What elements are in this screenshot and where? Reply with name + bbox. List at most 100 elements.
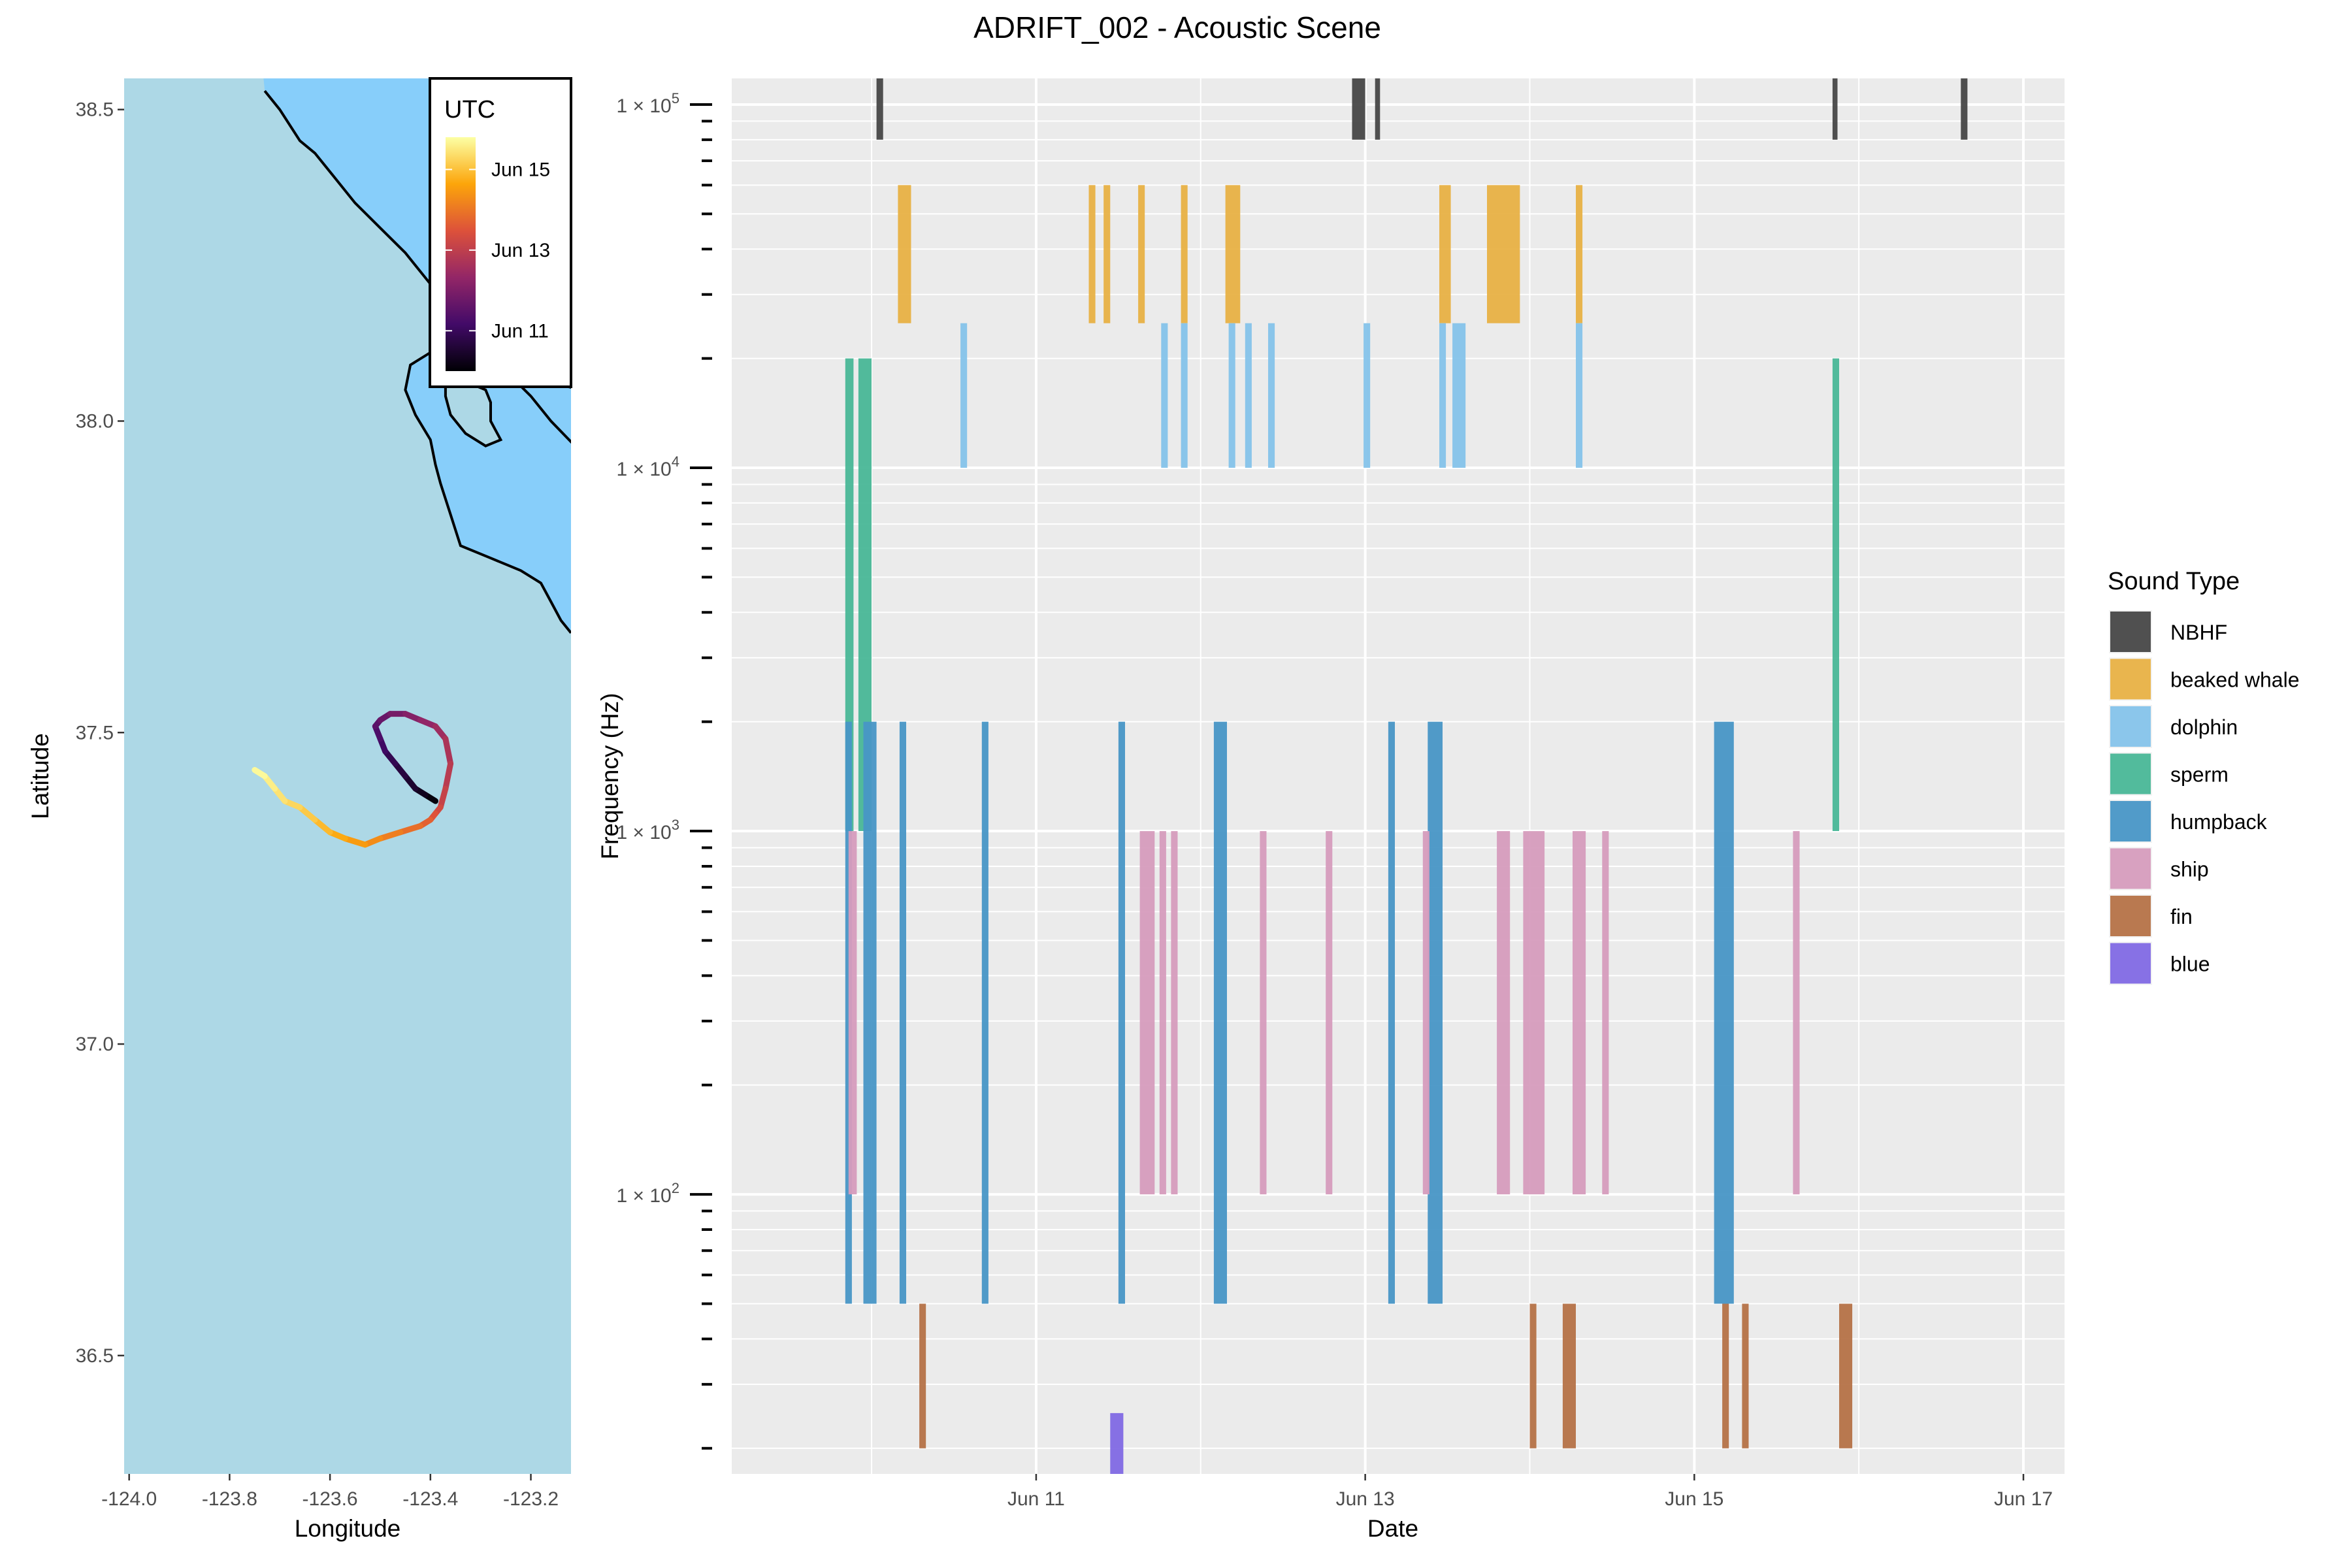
- x-tick-label: Jun 13: [1336, 1488, 1395, 1510]
- legend-item: blue: [2109, 941, 2210, 985]
- series-dolphin: [960, 323, 1583, 468]
- detection-bar: [1260, 831, 1267, 1195]
- colorbar-title: UTC: [444, 96, 495, 123]
- track-segment: [397, 823, 423, 836]
- detection-bar: [1422, 831, 1429, 1195]
- legend-label: ship: [2170, 858, 2209, 881]
- legend-item: dolphin: [2109, 705, 2238, 748]
- map-x-axis: -124.0 -123.8 -123.6 -123.4 -123.2: [101, 1474, 559, 1510]
- x-tick-label: Jun 11: [1007, 1488, 1065, 1510]
- y-axis-title: Frequency (Hz): [596, 693, 623, 860]
- detection-bar: [1839, 1303, 1853, 1448]
- detection-bar: [1225, 185, 1241, 323]
- detection-bar: [1487, 185, 1520, 323]
- plot-background: [732, 78, 2065, 1474]
- colorbar-ticks: Jun 11 Jun 13 Jun 15: [446, 159, 550, 342]
- detection-bar: [1118, 721, 1125, 1304]
- detection-bar: [1714, 721, 1734, 1304]
- map-y-tick-label: 38.5: [76, 99, 114, 121]
- detection-bar: [1428, 721, 1443, 1304]
- legend-label: humpback: [2170, 810, 2268, 834]
- map-x-tick-label: -123.2: [503, 1488, 559, 1510]
- legend-label: fin: [2170, 905, 2193, 928]
- coastline-mainland: [263, 90, 571, 444]
- x-tick-label: Jun 17: [1994, 1488, 2053, 1510]
- y-tick-base: 1 × 10: [617, 822, 672, 843]
- y-tick-base: 1 × 10: [617, 1185, 672, 1207]
- detection-bar: [1213, 721, 1227, 1304]
- detection-bar: [1364, 323, 1371, 468]
- track-segment: [342, 835, 368, 848]
- legend-label: NBHF: [2170, 621, 2227, 644]
- detection-bar: [1088, 185, 1096, 323]
- detection-bar: [1576, 323, 1583, 468]
- detection-bar: [981, 721, 988, 1304]
- sound-type-legend: Sound Type NBHF beaked whale dolphin sperm h…: [2108, 568, 2299, 985]
- detection-bar: [1326, 831, 1333, 1195]
- legend-swatch: [2110, 896, 2151, 936]
- y-tick-exponent: 2: [672, 1180, 679, 1196]
- y-tick-label: 1 × 103: [617, 817, 680, 843]
- detection-bar: [1138, 185, 1145, 323]
- y-tick-base: 1 × 10: [617, 95, 672, 117]
- detection-bar: [1832, 78, 1838, 140]
- x-tick-label: Jun 15: [1665, 1488, 1723, 1510]
- map-y-axis: 36.5 37.0 37.5 38.0 38.5: [76, 99, 124, 1367]
- track-segment: [377, 829, 404, 841]
- detection-bar: [1602, 831, 1609, 1195]
- detection-bar: [845, 358, 854, 831]
- legend-swatch: [2110, 612, 2151, 652]
- map-x-tick-label: -123.6: [302, 1488, 358, 1510]
- series-nbhf: [876, 78, 1968, 140]
- y-tick-exponent: 5: [672, 90, 679, 106]
- detection-bar: [1439, 185, 1451, 323]
- map-y-axis-title: Latitude: [27, 733, 54, 819]
- series-blue: [1110, 1413, 1124, 1474]
- detection-bar: [1832, 358, 1839, 831]
- legend-label: blue: [2170, 953, 2210, 976]
- detection-bar: [848, 831, 857, 1195]
- y-tick-base: 1 × 10: [617, 459, 672, 480]
- legend-item: beaked whale: [2109, 657, 2299, 701]
- detection-bar: [1439, 323, 1446, 468]
- legend-item: ship: [2109, 847, 2209, 890]
- detection-bar: [1159, 831, 1166, 1195]
- detection-bar: [1110, 1413, 1124, 1474]
- detection-bar: [960, 323, 968, 468]
- detection-bar: [1793, 831, 1800, 1195]
- detection-bar: [1529, 1303, 1537, 1448]
- map-x-tick-label: -124.0: [101, 1488, 157, 1510]
- lagoon-water: [445, 384, 501, 446]
- legend-item: sperm: [2109, 752, 2229, 796]
- colorbar-gradient: [446, 137, 476, 371]
- series-ship: [848, 831, 1800, 1195]
- peninsula-area: [405, 352, 571, 633]
- y-tick-exponent: 3: [672, 817, 679, 833]
- detection-bar: [919, 1303, 926, 1448]
- track-segment: [252, 767, 268, 779]
- detection-bar: [1742, 1303, 1749, 1448]
- detection-bar: [1352, 78, 1365, 140]
- legend-item: NBHF: [2109, 610, 2227, 653]
- legend-swatch: [2110, 659, 2151, 700]
- y-tick-exponent: 4: [672, 453, 679, 470]
- detection-bar: [1181, 185, 1188, 323]
- map-x-tick-label: -123.4: [402, 1488, 458, 1510]
- track-segment: [442, 736, 454, 767]
- drift-track: [252, 711, 454, 848]
- series-sperm: [845, 358, 1839, 831]
- detection-bar: [1573, 831, 1586, 1195]
- legend-label: sperm: [2170, 763, 2229, 787]
- legend-title: Sound Type: [2108, 568, 2240, 595]
- colorbar-tick-label: Jun 15: [491, 159, 550, 180]
- detection-bar: [1576, 185, 1583, 323]
- map-y-tick-label: 38.0: [76, 410, 114, 432]
- legend-swatch: [2110, 801, 2151, 841]
- map-panel: -124.0 -123.8 -123.6 -123.4 -123.2 36.537.03…: [27, 77, 572, 1542]
- detection-bar: [1228, 323, 1235, 468]
- detection-bar: [1245, 323, 1252, 468]
- chart-title: ADRIFT_002 - Acoustic Scene: [973, 10, 1381, 44]
- track-segment: [437, 785, 449, 811]
